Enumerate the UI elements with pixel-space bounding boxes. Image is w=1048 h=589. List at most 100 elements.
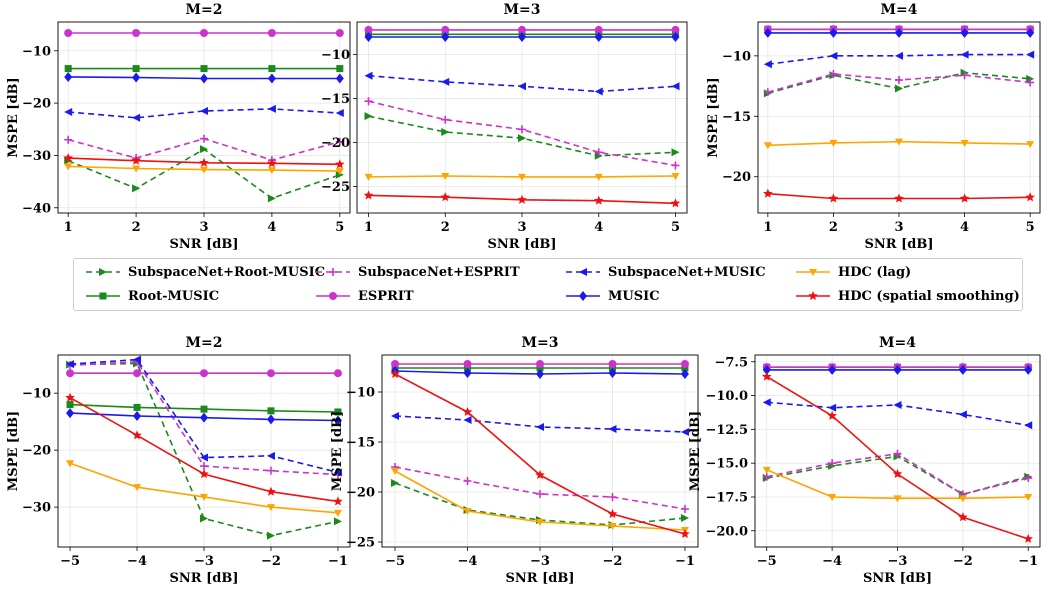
- data-point: [463, 508, 472, 515]
- y-tick-label: −20: [722, 170, 751, 185]
- data-point: [670, 198, 681, 208]
- x-tick-label: −1: [1018, 554, 1038, 569]
- data-point: [65, 392, 75, 402]
- legend-label: MUSIC: [608, 288, 660, 304]
- series-subspacenet-music: [64, 104, 344, 122]
- y-tick-label: −30: [22, 149, 51, 164]
- series-hdc-spatial-smoothing-: [762, 371, 1033, 543]
- data-point: [267, 407, 275, 415]
- x-tick-label: 5: [1026, 220, 1035, 235]
- data-point: [333, 517, 342, 526]
- data-point: [1026, 27, 1035, 38]
- data-point: [200, 514, 208, 523]
- x-tick-label: 5: [671, 220, 680, 235]
- chart-panel-5: −5 −4 −3 −2 −1 −10 −15 −20 −25 M=3 SNR [dB] MSPE [d…: [330, 335, 699, 586]
- legend-item: HDC (lag): [794, 262, 911, 282]
- data-point: [463, 360, 472, 368]
- plot-frame: [757, 21, 1041, 214]
- legend: SubspaceNet+Root-MUSIC Root-MUSIC Subspace…: [73, 258, 1023, 311]
- legend-item: HDC (spatial smoothing): [794, 286, 1020, 306]
- data-point: [364, 173, 373, 181]
- data-point: [762, 466, 771, 474]
- data-point: [680, 529, 690, 539]
- x-tick-label: −2: [603, 554, 623, 569]
- series-esprit: [391, 360, 689, 368]
- data-point: [829, 69, 838, 78]
- y-tick-label: −15: [722, 110, 751, 125]
- x-tick-label: 2: [441, 220, 450, 235]
- data-point: [200, 166, 208, 174]
- x-axis-label: SNR [dB]: [506, 571, 575, 586]
- data-point: [594, 25, 603, 34]
- data-point: [960, 27, 969, 38]
- legend-item: SubspaceNet+ESPRIT: [314, 262, 520, 282]
- data-point: [335, 159, 345, 169]
- series-hdc-spatial-smoothing-: [390, 369, 690, 539]
- legend-label: HDC (lag): [838, 264, 912, 280]
- data-point: [536, 490, 544, 498]
- y-tick-label: −12.5: [705, 423, 748, 438]
- data-point: [828, 459, 837, 468]
- data-point: [267, 158, 277, 168]
- y-axis-label: MSPE [dB]: [6, 77, 21, 157]
- data-point: [960, 50, 969, 59]
- data-point: [364, 112, 373, 121]
- data-point: [1026, 78, 1035, 87]
- y-axis-label: MSPE [dB]: [330, 411, 345, 491]
- data-point: [335, 137, 344, 146]
- data-point: [680, 428, 689, 436]
- x-tick-label: −2: [953, 554, 973, 569]
- data-point: [364, 97, 373, 106]
- data-point: [132, 28, 141, 37]
- x-axis-label: SNR [dB]: [170, 571, 239, 586]
- series-esprit: [364, 25, 680, 34]
- series-subspacenet-esprit: [391, 463, 689, 513]
- data-point: [391, 360, 400, 368]
- x-tick-label: 1: [763, 220, 772, 235]
- data-point: [763, 188, 773, 198]
- data-point: [960, 71, 969, 80]
- data-point: [680, 369, 689, 379]
- legend-item: MUSIC: [564, 286, 660, 306]
- data-point: [132, 165, 141, 173]
- legend-item: SubspaceNet+Root-MUSIC: [84, 262, 325, 282]
- data-point: [66, 360, 75, 369]
- data-point: [892, 468, 903, 479]
- data-point: [463, 368, 472, 378]
- data-point: [593, 195, 604, 205]
- series-subspacenet-esprit: [763, 69, 1035, 97]
- data-point: [763, 88, 772, 97]
- data-point: [266, 414, 275, 425]
- series-hdc-spatial-smoothing-: [363, 190, 681, 208]
- data-point: [133, 369, 142, 378]
- data-point: [671, 25, 680, 34]
- data-point: [200, 134, 208, 143]
- series-hdc-lag-: [64, 163, 344, 176]
- y-tick-label: −15: [346, 436, 375, 451]
- legend-item: Root-MUSIC: [84, 286, 219, 306]
- data-point: [440, 192, 451, 202]
- series-hdc-lag-: [364, 173, 680, 181]
- data-point: [828, 364, 837, 375]
- data-point: [829, 51, 838, 60]
- data-point: [64, 108, 73, 117]
- data-point: [333, 468, 342, 477]
- data-point: [959, 193, 970, 203]
- legend-item: ESPRIT: [314, 286, 414, 306]
- x-tick-label: 3: [199, 220, 208, 235]
- legend-swatch: [316, 268, 350, 276]
- chart-title: M=4: [881, 2, 918, 18]
- y-tick-label: −10.0: [705, 389, 748, 404]
- legend-marker: [99, 292, 107, 300]
- data-point: [762, 398, 771, 407]
- x-tick-label: −5: [60, 554, 80, 569]
- data-point: [391, 479, 400, 487]
- x-tick-label: −2: [261, 554, 281, 569]
- data-point: [1024, 493, 1033, 501]
- data-point: [333, 496, 343, 506]
- data-point: [335, 28, 344, 37]
- series-subspacenet-music: [763, 50, 1035, 69]
- data-point: [200, 493, 208, 501]
- chart-title: M=3: [522, 335, 559, 351]
- y-tick-label: −25: [321, 180, 350, 195]
